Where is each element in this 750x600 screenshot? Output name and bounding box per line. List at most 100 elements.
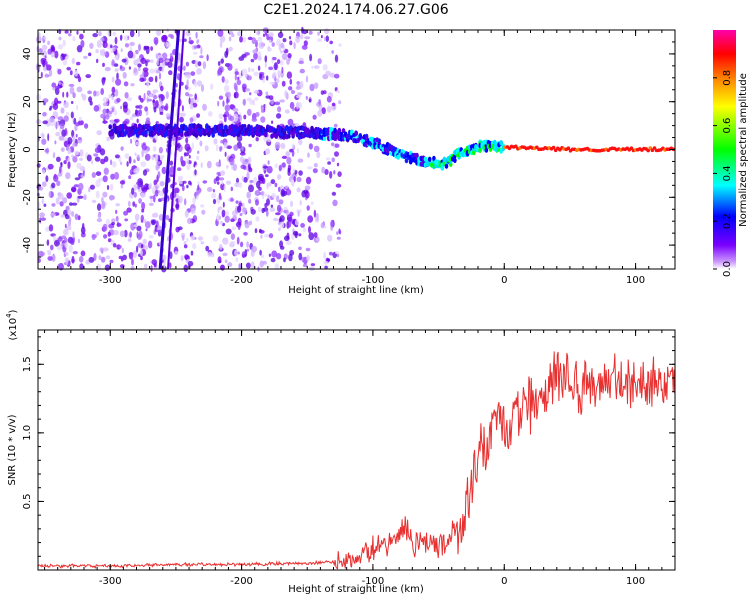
spectrogram-cell — [146, 79, 150, 88]
spectrogram-cell — [252, 49, 258, 54]
spectrogram-cell — [96, 40, 102, 48]
spectrogram-cell — [246, 97, 252, 102]
spectrogram-cell — [266, 209, 269, 217]
signal-cell — [144, 129, 148, 135]
spectrogram-cell — [268, 95, 274, 100]
signal-cell — [179, 132, 184, 138]
spectrogram-cell — [271, 250, 278, 258]
spectrogram-cell — [223, 184, 226, 193]
spectrogram-cell — [204, 145, 209, 152]
spectrogram-cell — [153, 194, 156, 203]
spectrogram-cell — [91, 199, 97, 204]
y-tick-label: 1.5 — [22, 356, 33, 372]
spectrogram-cell — [149, 260, 153, 264]
spectrogram-cell — [60, 107, 65, 114]
spectrogram-cell — [259, 260, 264, 268]
spectrogram-cell — [220, 220, 224, 225]
spectrogram-cell — [93, 105, 100, 112]
spectrogram-cell — [190, 235, 196, 241]
spectrogram-cell — [67, 137, 73, 145]
spectrogram-cell — [113, 229, 119, 236]
spectrogram-cell — [235, 257, 239, 262]
spectrogram-cell — [102, 41, 108, 49]
spectrogram-cell — [156, 161, 161, 165]
spectrogram-cell — [256, 180, 261, 189]
spectrogram-cell — [74, 69, 79, 77]
spectrogram-cell — [62, 56, 66, 60]
spectrogram-cell — [295, 35, 300, 44]
spectrogram-cell — [282, 38, 287, 43]
spectrogram-cell — [259, 73, 263, 79]
spectrogram-cell — [331, 142, 335, 147]
spectrogram-cell — [141, 143, 147, 151]
spectrogram-cell — [294, 231, 298, 239]
spectrogram-cell — [313, 65, 320, 69]
spectrogram-cell — [315, 237, 320, 242]
spectrogram-cell — [174, 250, 179, 256]
spectrogram-cell — [64, 242, 69, 248]
spectrogram-cell — [66, 192, 72, 199]
spectrogram-cell — [255, 137, 259, 142]
snr-y-label: SNR (10 * v/v) — [7, 414, 18, 485]
spectrogram-cell — [57, 68, 62, 75]
spectrogram-cell — [141, 186, 148, 193]
spectrogram-cell — [127, 50, 134, 59]
spectrogram-cell — [277, 174, 282, 180]
spectrogram-cell — [305, 176, 312, 185]
spectrogram-cell — [133, 224, 138, 228]
spectrogram-cell — [75, 122, 80, 127]
spectrogram-cell — [144, 221, 151, 229]
spectrogram-cell — [255, 199, 259, 206]
spectrogram-cell — [328, 251, 333, 256]
spectrogram-cell — [335, 183, 342, 188]
spectrogram-cell — [190, 250, 194, 256]
spectrogram-cell — [296, 187, 301, 193]
spectrogram-cell — [222, 114, 227, 118]
spectrogram-cell — [123, 81, 129, 87]
spectrogram-cell — [142, 219, 147, 224]
spectrogram-cell — [193, 164, 196, 168]
spectrogram-cell — [136, 245, 139, 253]
spectrogram-cell — [145, 228, 148, 232]
spectrogram-cell — [279, 99, 285, 103]
spectrogram-cell — [149, 93, 153, 98]
spectrogram-cell — [147, 240, 153, 249]
spectrogram-cell — [112, 47, 116, 52]
spectrogram-cell — [74, 177, 81, 181]
spectrogram-cell — [226, 91, 232, 98]
spectrogram-cell — [102, 223, 108, 232]
spectrogram-cell — [47, 40, 50, 46]
spectrogram-cell — [165, 103, 169, 112]
spectrogram-cell — [302, 263, 308, 268]
spectrogram-cell — [317, 31, 320, 36]
spectrogram-cell — [128, 66, 131, 70]
colorbar-tick-label: 0.8 — [722, 70, 733, 86]
spectrogram-cell — [286, 151, 290, 158]
spectrogram-cell — [183, 244, 188, 249]
spectrogram-cell — [299, 81, 304, 89]
spectrogram-cell — [217, 100, 220, 107]
spectrogram-cell — [53, 174, 59, 182]
spectrogram-cell — [230, 233, 235, 241]
spectrogram-cell — [271, 120, 274, 124]
spectrogram-cell — [186, 163, 191, 171]
signal-cell — [566, 146, 571, 150]
spectrogram-cell — [102, 175, 108, 183]
spectrogram-cell — [63, 115, 69, 122]
spectrogram-cell — [42, 169, 45, 174]
spectrogram-cell — [165, 91, 169, 99]
spectrogram-cell — [116, 97, 121, 103]
spectrogram-cell — [91, 233, 96, 241]
spectrogram-cell — [196, 80, 203, 87]
spectrogram-cell — [71, 211, 75, 217]
spectrogram-cell — [98, 30, 102, 37]
spectrogram-cell — [229, 29, 233, 35]
spectrogram-cell — [248, 198, 252, 204]
signal-cell — [478, 147, 482, 153]
spectrogram-cell — [197, 150, 200, 154]
spectrogram-cell — [128, 252, 134, 256]
spectrogram-cell — [208, 111, 213, 117]
spectrogram-cell — [224, 84, 230, 93]
spectrogram-cell — [238, 202, 243, 207]
spectrogram-cell — [235, 84, 238, 92]
